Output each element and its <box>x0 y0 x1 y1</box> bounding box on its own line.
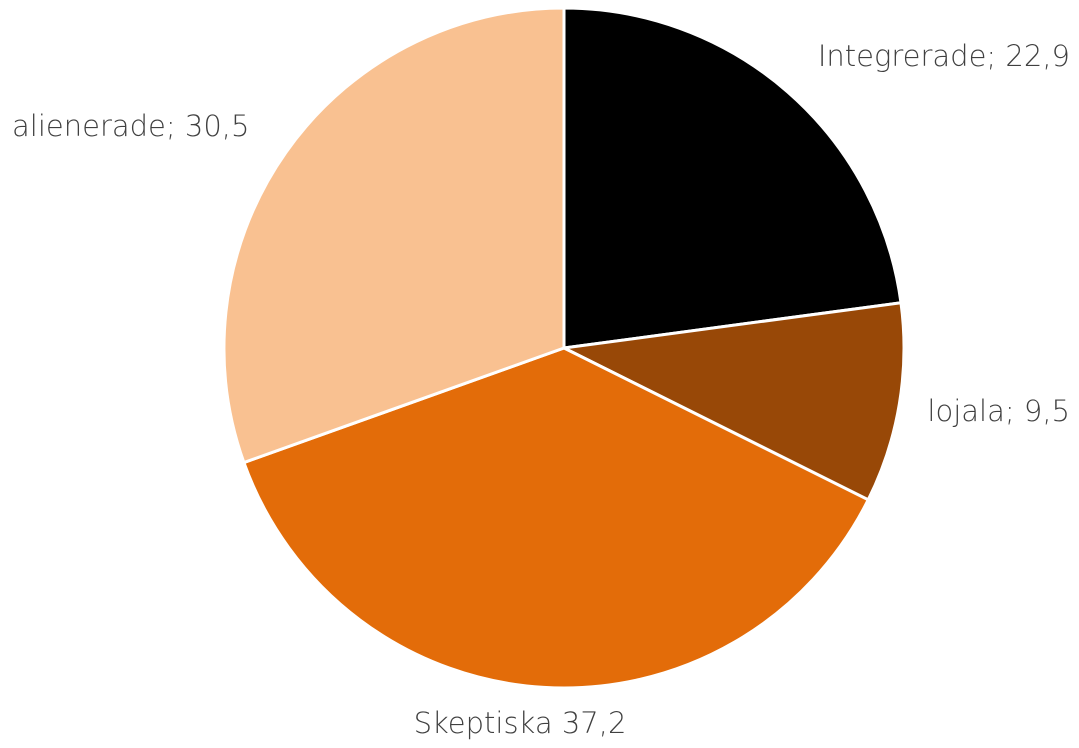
data-label: Integrerade; 22,9 <box>818 39 1070 73</box>
data-label: alienerade; 30,5 <box>12 109 249 143</box>
pie-slice <box>558 301 906 502</box>
data-label: Skeptiska 37,2 <box>414 706 627 740</box>
pie-slice <box>562 6 903 350</box>
pie-slice <box>222 6 566 465</box>
pie-slice <box>241 346 871 690</box>
data-label: lojala; 9,5 <box>927 394 1070 428</box>
